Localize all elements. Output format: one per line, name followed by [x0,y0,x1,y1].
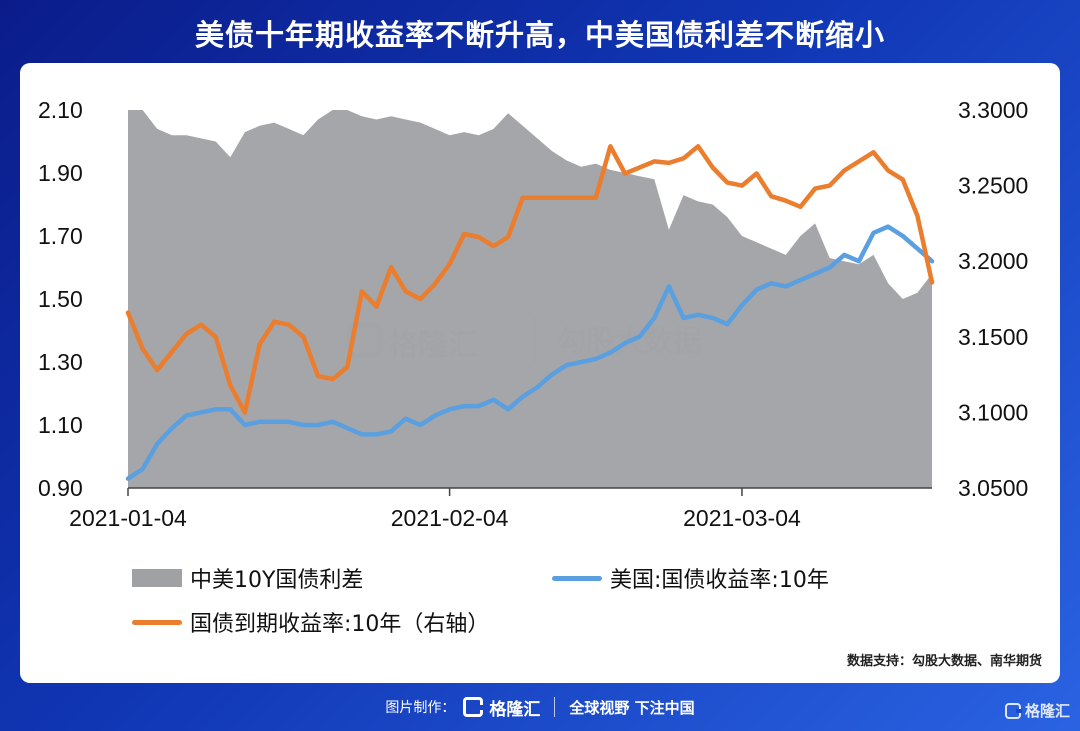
y-right-tick-label: 3.0500 [958,475,1028,501]
x-tick-label: 2021-01-04 [69,505,187,531]
footer-made-by-label: 图片制作： [385,700,456,716]
x-tick-label: 2021-02-04 [391,505,509,531]
y-right-tick-label: 3.2000 [958,248,1028,274]
corner-logo-icon [1004,702,1022,719]
footer-bar: 图片制作： 格隆汇 全球视野 下注中国 [0,692,1080,722]
y-left-tick-label: 0.90 [38,475,83,501]
footer-divider [554,697,556,717]
x-tick-label: 2021-03-04 [683,505,801,531]
gelonghui-logo-icon [463,697,484,717]
y-right-tick-label: 3.3000 [958,97,1028,123]
page-title: 美债十年期收益率不断升高，中美国债利差不断缩小 [194,18,885,52]
footer-slogan: 全球视野 下注中国 [569,698,695,717]
series-line-us-yield [125,224,935,481]
y-left-tick-label: 1.70 [38,223,83,249]
y-left-tick-label: 1.50 [38,286,83,312]
y-right-tick-label: 3.1000 [958,399,1028,425]
y-left-tick-label: 1.90 [38,160,83,186]
corner-brand-badge: 格隆汇 [1004,700,1070,721]
series-area-spread [128,110,932,488]
footer-brand: 格隆汇 [489,699,541,720]
y-right-tick-label: 3.2500 [958,173,1028,199]
corner-brand: 格隆汇 [1024,702,1070,720]
y-left-tick-label: 1.10 [38,412,83,438]
series-line-cn-yield [125,144,935,415]
y-left-tick-label: 2.10 [38,97,83,123]
combo-chart: 格隆汇勾股大数据0.901.101.301.501.701.902.103.05… [38,97,1028,531]
data-source-note: 数据支持：勾股大数据、南华期货 [846,654,1042,669]
y-left-tick-label: 1.30 [38,349,83,375]
y-right-tick-label: 3.1500 [958,324,1028,350]
chart-panel: 格隆汇勾股大数据0.901.101.301.501.701.902.103.05… [20,63,1060,683]
